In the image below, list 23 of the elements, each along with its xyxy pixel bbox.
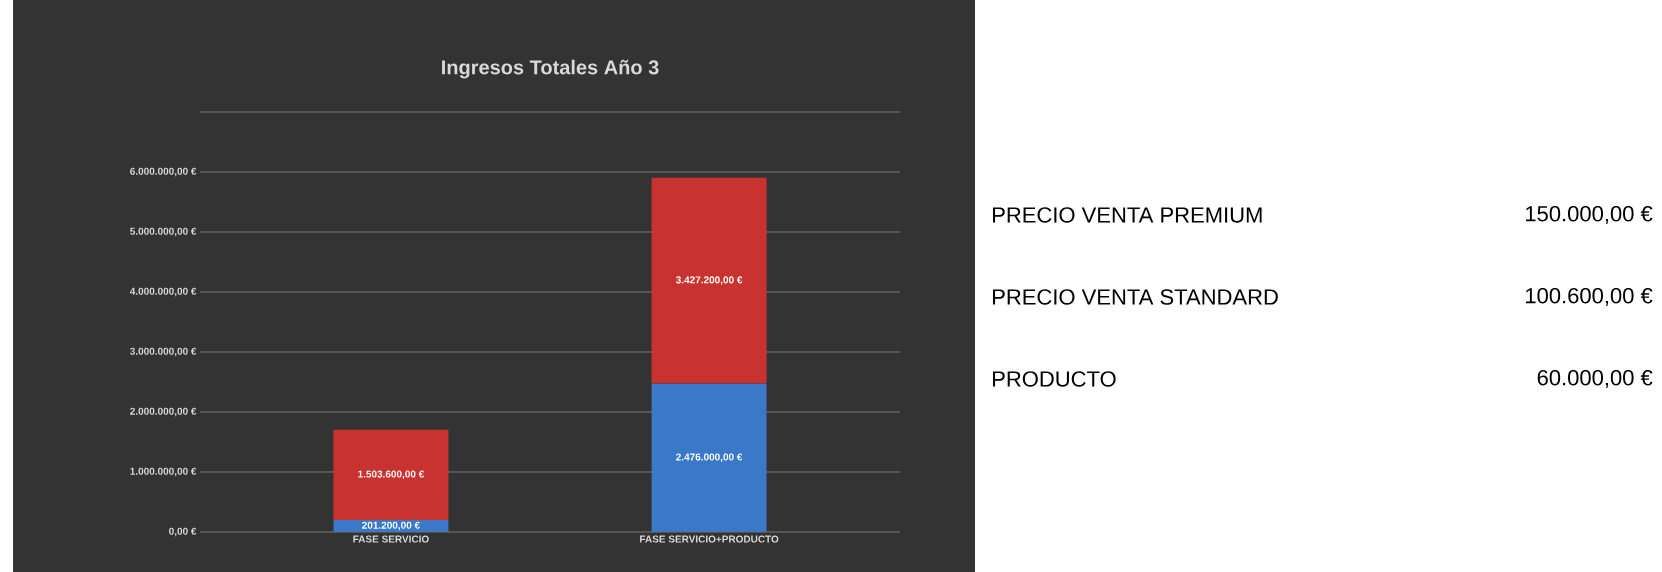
x-tick-label: FASE SERVICIO+PRODUCTO (640, 535, 779, 543)
y-tick-label: 5.000.000,00 € (130, 227, 197, 237)
y-tick-label: 1.000.000,00 € (130, 467, 197, 477)
y-tick-label: 4.000.000,00 € (129, 287, 197, 297)
y-tick-label: 0,00 € (169, 527, 197, 537)
bar (651, 177, 767, 384)
data-label: 1.503.600,00 € (358, 470, 425, 480)
y-tick-label: 3.000.000,00 € (129, 347, 197, 357)
y-tick-label: 6.000.000,00 € (130, 167, 197, 177)
bar (651, 383, 767, 532)
text: PRECIO VENTA STANDARD (993, 289, 1278, 305)
data-label: 201.200,00 € (362, 521, 420, 531)
data-label: 2.476.000,00 € (676, 453, 743, 462)
text: PRECIO VENTA PREMIUM (993, 207, 1262, 223)
text: 150.000,00 € (1526, 205, 1653, 225)
text: 100.600,00 € (1526, 287, 1653, 307)
bar (333, 429, 449, 520)
y-tick-label: 2.000.000,00 € (130, 407, 197, 417)
chart-title: Ingresos Totales Año 3 (442, 59, 659, 79)
text: PRODUCTO (993, 371, 1116, 387)
text: 60.000,00 € (1537, 369, 1653, 389)
x-tick-label: FASE SERVICIO (353, 535, 429, 543)
data-label: 3.427.200,00 € (675, 276, 743, 285)
